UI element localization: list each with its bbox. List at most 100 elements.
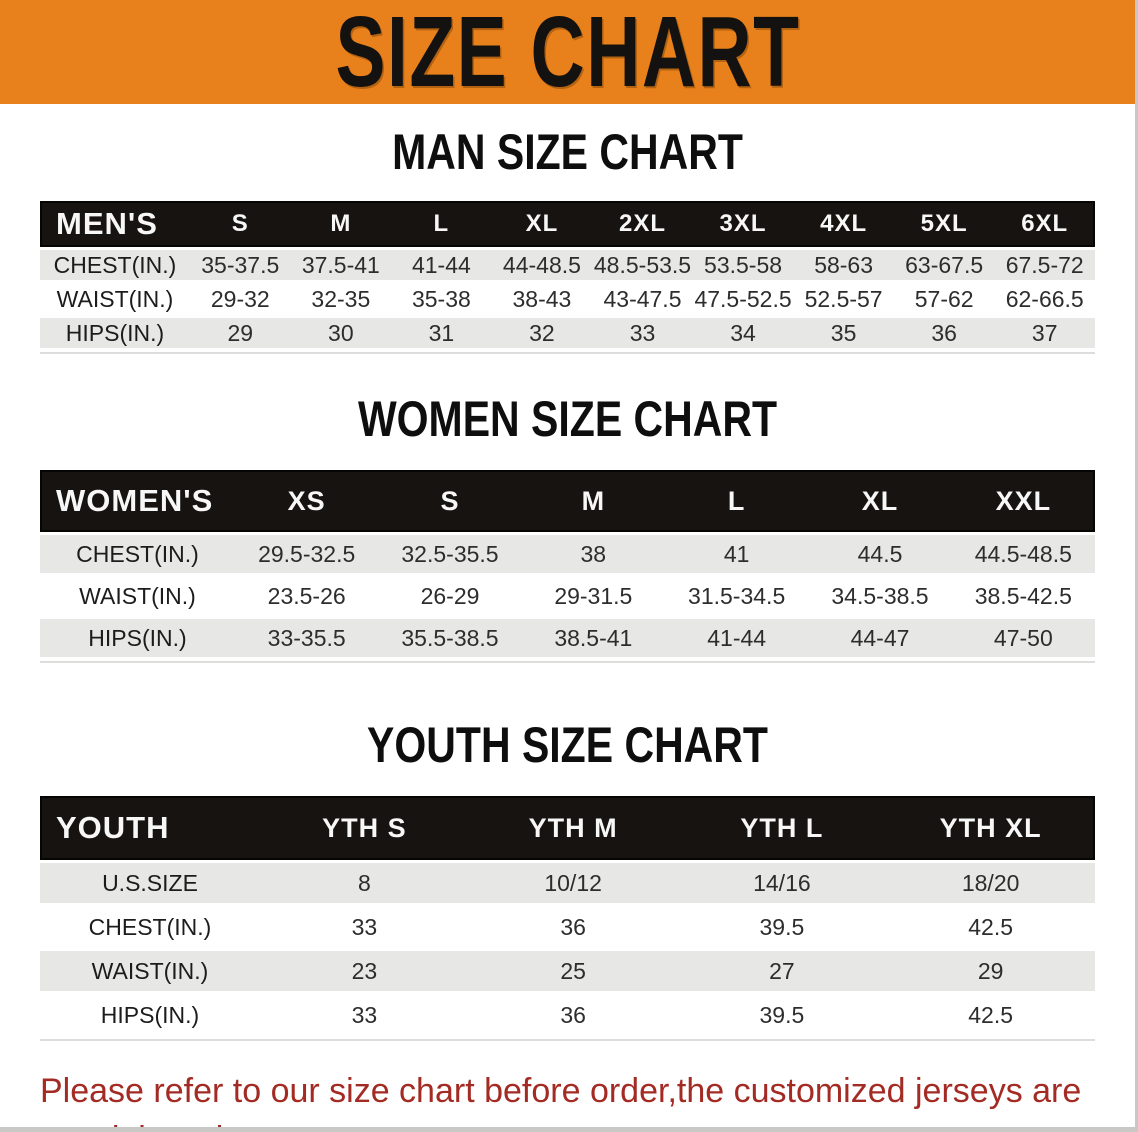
cell-value: 41-44 — [707, 624, 767, 651]
cell-value: 43-47.5 — [603, 285, 682, 312]
cell-value: 58-63 — [814, 251, 874, 278]
cell-value: 44.5-48.5 — [974, 540, 1072, 567]
cell-value: 62-66.5 — [1005, 285, 1084, 312]
cell-value: 44.5 — [857, 540, 903, 567]
cell-value: 33 — [629, 319, 656, 346]
table-row: CHEST(IN.) 35-37.5 37.5-41 41-44 44-48.5 48.5… — [40, 250, 1095, 280]
cell-value: 32-35 — [311, 285, 371, 312]
cell-value: 35 — [830, 319, 857, 346]
column-header: XS — [287, 485, 326, 516]
cell-value: 30 — [328, 319, 354, 346]
size-table: WOMEN'S XS S M L XL XXL CHEST(IN.) 29.5-32.5 32.… — [40, 470, 1095, 663]
table-row: WAIST(IN.) 23.5-26 26-29 29-31.5 31.5-34.5 34… — [40, 577, 1095, 615]
row-label: WAIST(IN.) — [56, 285, 174, 312]
table-row: HIPS(IN.) 33 36 39.5 42.5 — [40, 995, 1095, 1035]
cell-value: 38.5-41 — [554, 624, 633, 651]
cell-value: 47.5-52.5 — [694, 285, 792, 312]
cell-value: 26-29 — [420, 582, 480, 609]
table-group-label: WOMEN'S — [56, 483, 214, 518]
cell-value: 29 — [227, 319, 254, 346]
disclaimer: Please refer to our size chart before or… — [40, 1068, 1097, 1127]
cell-value: 14/16 — [753, 869, 811, 896]
cell-value: 34.5-38.5 — [831, 582, 929, 609]
table-header-row: MEN'S S M L XL 2XL 3XL 4XL 5XL 6XL — [40, 201, 1095, 247]
column-header: XL — [525, 210, 559, 237]
cell-value: 27 — [769, 957, 795, 984]
cell-value: 42.5 — [968, 913, 1013, 940]
cell-value: 52.5-57 — [804, 285, 883, 312]
column-header: S — [440, 485, 460, 516]
size-tables-container: MAN SIZE CHART MEN'S S M L XL 2XL 3XL 4XL 5XL 6XL… — [0, 127, 1135, 1041]
column-header: S — [231, 210, 249, 237]
cell-value: 48.5-53.5 — [593, 251, 692, 278]
cell-value: 39.5 — [759, 1001, 805, 1028]
cell-value: 38.5-42.5 — [974, 582, 1072, 609]
size-section: MAN SIZE CHART MEN'S S M L XL 2XL 3XL 4XL 5XL 6XL… — [0, 127, 1135, 354]
column-header: YTH M — [528, 812, 618, 843]
column-header: L — [433, 210, 450, 237]
cell-value: 31.5-34.5 — [688, 582, 786, 609]
cell-value: 29-32 — [210, 285, 270, 312]
page-title: SIZE CHART — [335, 0, 800, 108]
cell-value: 35-37.5 — [201, 251, 280, 278]
section-heading: MAN SIZE CHART — [392, 124, 743, 180]
cell-value: 32 — [529, 319, 555, 346]
table-row: HIPS(IN.) 29 30 31 32 33 34 35 36 37 — [40, 318, 1095, 348]
table-row: U.S.SIZE 8 10/12 14/16 18/20 — [40, 863, 1095, 903]
column-header: XL — [861, 485, 899, 516]
cell-value: 31 — [428, 319, 455, 346]
cell-value: 41 — [723, 540, 750, 567]
column-header: YTH L — [740, 812, 824, 843]
column-header: L — [727, 485, 746, 516]
cell-value: 37.5-41 — [301, 251, 380, 278]
column-header: 3XL — [719, 210, 767, 237]
cell-value: 53.5-58 — [704, 251, 783, 278]
row-label: U.S.SIZE — [102, 869, 198, 896]
cell-value: 29.5-32.5 — [258, 540, 356, 567]
table-header-row: YOUTH YTH S YTH M YTH L YTH XL — [40, 796, 1095, 860]
cell-value: 36 — [560, 1001, 586, 1028]
cell-value: 33-35.5 — [267, 624, 346, 651]
cell-value: 63-67.5 — [905, 251, 984, 278]
cell-value: 10/12 — [544, 869, 602, 896]
column-header: XXL — [995, 485, 1052, 516]
cell-value: 25 — [560, 957, 586, 984]
table-group-label: YOUTH — [56, 810, 170, 845]
size-table: MEN'S S M L XL 2XL 3XL 4XL 5XL 6XL CHEST(IN.) 35-3… — [40, 201, 1095, 354]
cell-value: 32.5-35.5 — [401, 540, 499, 567]
row-label: HIPS(IN.) — [100, 1001, 200, 1028]
column-header: M — [581, 485, 606, 516]
cell-value: 44-48.5 — [502, 251, 581, 278]
banner: SIZE CHART — [0, 0, 1135, 104]
disclaimer-line-1: Please refer to our size chart before or… — [40, 1072, 1082, 1127]
cell-value: 36 — [560, 913, 586, 940]
column-header: 2XL — [618, 210, 666, 237]
table-header-row: WOMEN'S XS S M L XL XXL — [40, 470, 1095, 532]
cell-value: 18/20 — [961, 869, 1020, 896]
row-label: HIPS(IN.) — [88, 624, 187, 651]
cell-value: 47-50 — [993, 624, 1053, 651]
table-row: WAIST(IN.) 23 25 27 29 — [40, 951, 1095, 991]
column-header: 6XL — [1021, 210, 1069, 237]
cell-value: 29 — [977, 957, 1004, 984]
table-row: HIPS(IN.) 33-35.5 35.5-38.5 38.5-41 41-44 44-… — [40, 619, 1095, 657]
cell-value: 23 — [351, 957, 378, 984]
size-section: WOMEN SIZE CHART WOMEN'S XS S M L XL XXL CHEST… — [0, 394, 1135, 663]
column-header: M — [330, 210, 352, 237]
row-label: CHEST(IN.) — [53, 251, 177, 278]
row-label: WAIST(IN.) — [91, 957, 209, 984]
cell-value: 57-62 — [914, 285, 974, 312]
cell-value: 35.5-38.5 — [401, 624, 499, 651]
row-label: WAIST(IN.) — [79, 582, 196, 609]
row-label: HIPS(IN.) — [65, 319, 165, 346]
table-group-label: MEN'S — [56, 206, 158, 241]
section-heading: WOMEN SIZE CHART — [357, 391, 778, 447]
section-heading: YOUTH SIZE CHART — [367, 717, 768, 773]
cell-value: 67.5-72 — [1005, 251, 1084, 278]
cell-value: 41-44 — [411, 251, 471, 278]
cell-value: 39.5 — [759, 913, 805, 940]
column-header: 5XL — [920, 210, 968, 237]
cell-value: 35-38 — [411, 285, 471, 312]
size-section: YOUTH SIZE CHART YOUTH YTH S YTH M YTH L YTH… — [0, 720, 1135, 1041]
row-label: CHEST(IN.) — [76, 540, 199, 567]
